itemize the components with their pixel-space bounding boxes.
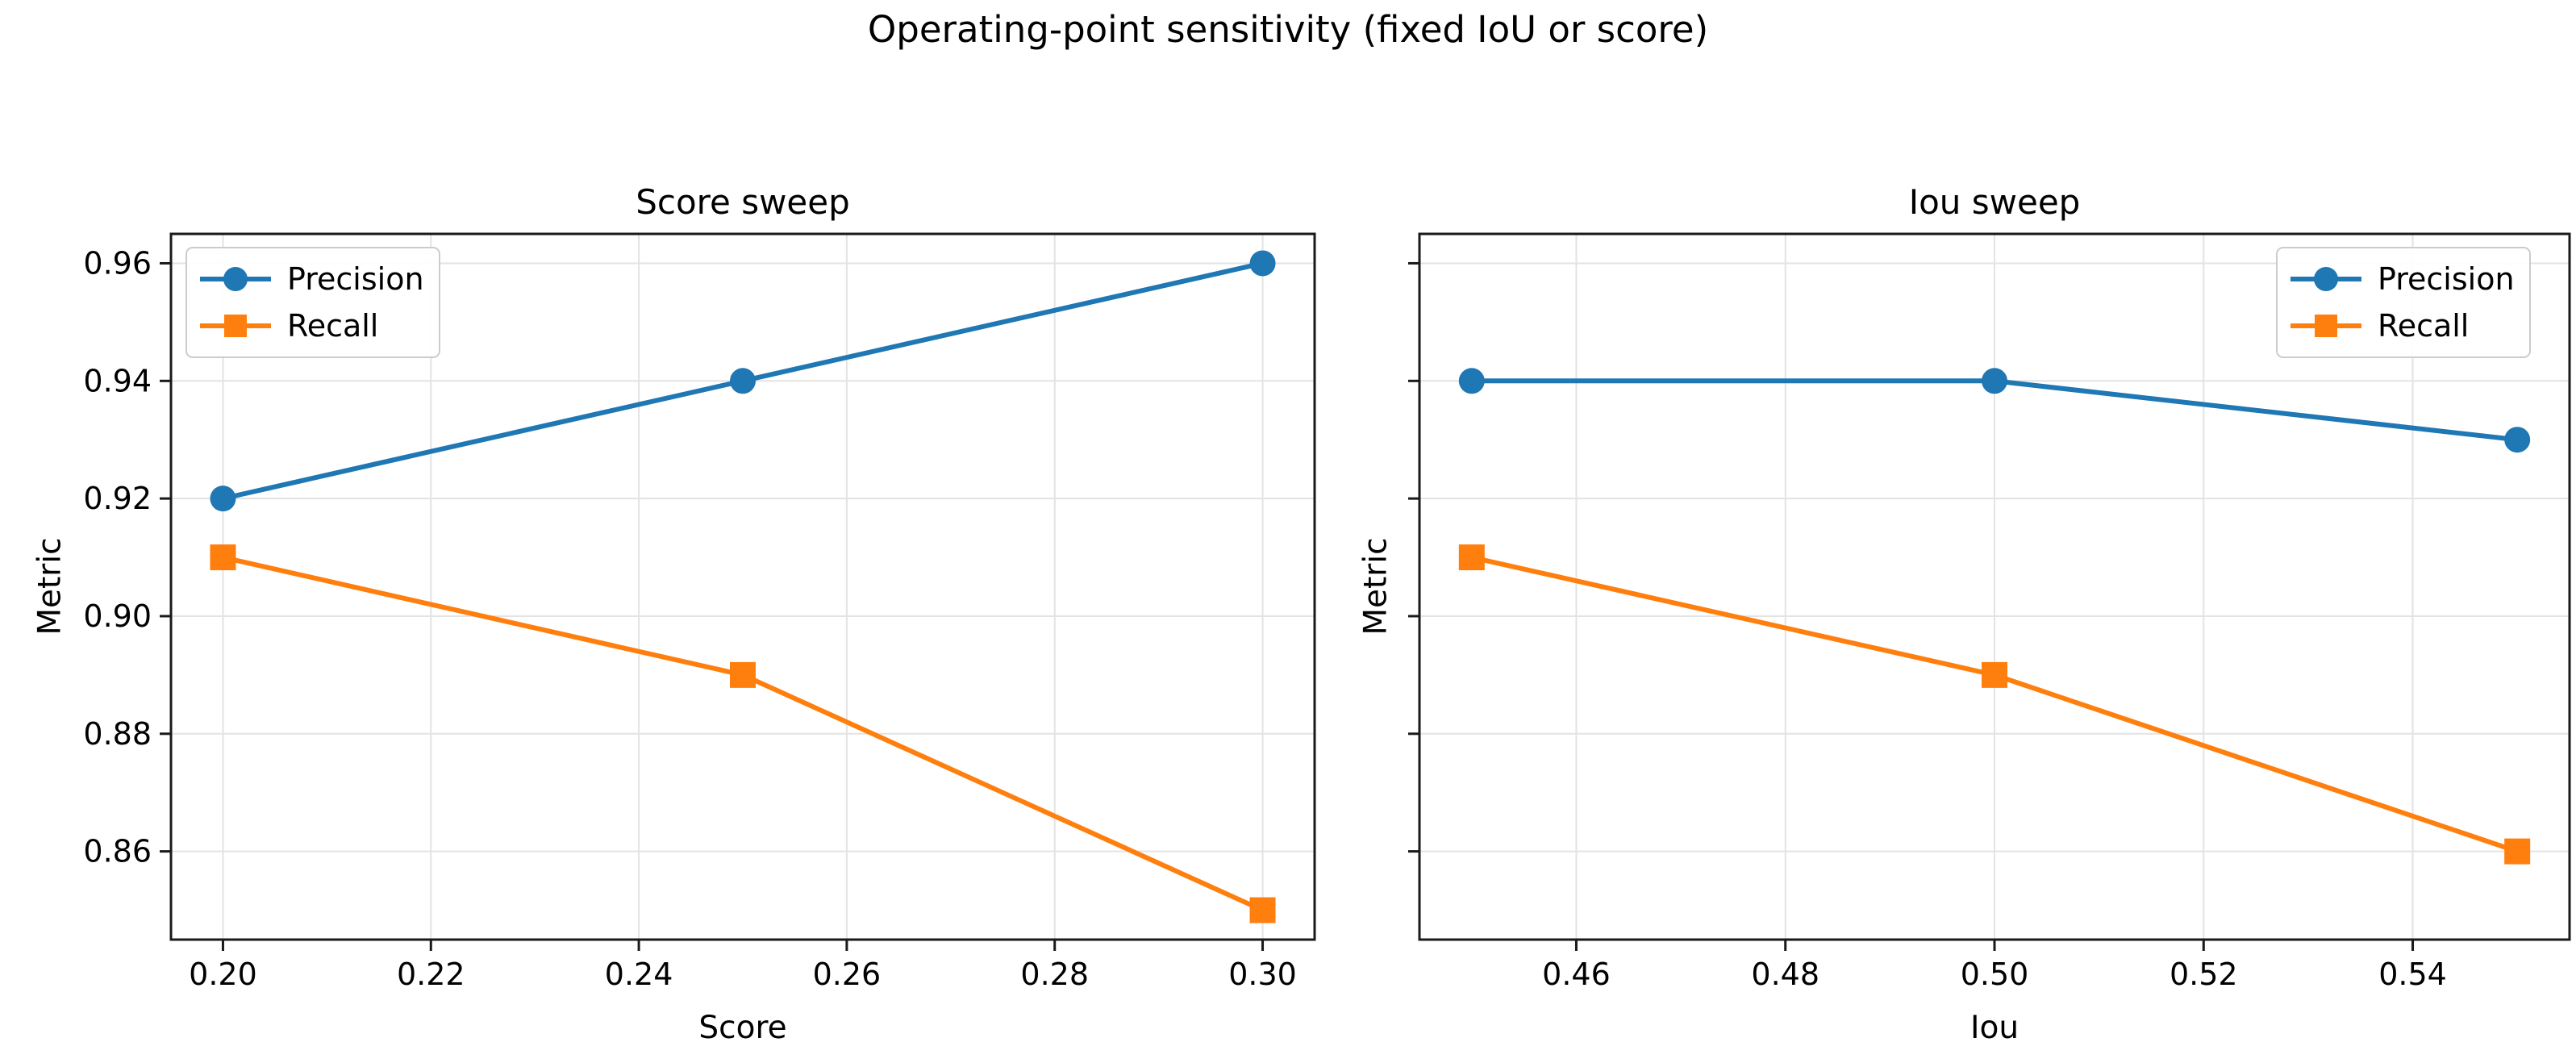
y-tick-label: 0.96 <box>83 245 152 281</box>
x-tick-label: 0.30 <box>1228 957 1297 992</box>
x-tick-label: 0.48 <box>1751 957 1819 992</box>
recall-marker <box>1249 897 1276 923</box>
legend-sample-recall <box>200 315 271 337</box>
x-tick-label: 0.54 <box>2378 957 2447 992</box>
legend-label: Recall <box>2378 308 2470 344</box>
recall-marker <box>2504 838 2531 865</box>
recall-marker <box>1458 544 1485 571</box>
axes-frame <box>1418 232 2571 941</box>
legend-sample-precision <box>2290 267 2361 291</box>
y-tick-label: 0.88 <box>83 716 152 752</box>
legend-circle-marker-icon <box>2314 267 2338 291</box>
legend-sample-precision <box>200 267 271 291</box>
legend-circle-marker-icon <box>223 267 248 291</box>
subplot-title-score-sweep: Score sweep <box>636 182 850 222</box>
figure-title: Operating-point sensitivity (fixed IoU o… <box>867 8 1709 51</box>
y-tick-label: 0.94 <box>83 363 152 398</box>
precision-marker <box>2504 427 2531 453</box>
legend-entry-precision: Precision <box>2287 256 2515 302</box>
x-tick-label: 0.20 <box>189 957 257 992</box>
precision-marker <box>1249 250 1276 277</box>
subplot-title-iou-sweep: Iou sweep <box>1908 182 2081 222</box>
iou-xlabel: Iou <box>1970 1010 2020 1046</box>
precision-marker <box>730 368 756 394</box>
precision-marker <box>1982 368 2007 394</box>
x-tick-label: 0.50 <box>1961 957 2029 992</box>
legend-sample-recall <box>2290 315 2361 337</box>
x-tick-label: 0.28 <box>1020 957 1089 992</box>
x-tick-label: 0.22 <box>397 957 465 992</box>
y-tick-label: 0.92 <box>83 481 152 516</box>
recall-marker <box>210 544 236 571</box>
precision-marker <box>1458 368 1485 394</box>
x-tick-label: 0.46 <box>1542 957 1611 992</box>
x-tick-label: 0.24 <box>605 957 673 992</box>
legend-label: Precision <box>287 261 424 297</box>
legend-square-marker-icon <box>2315 315 2337 337</box>
metric-ylabel-left: Metric <box>31 537 69 636</box>
legend-iou-sweep: Precision Recall <box>2276 247 2531 358</box>
legend-entry-recall: Recall <box>197 303 424 348</box>
x-tick-label: 0.52 <box>2170 957 2238 992</box>
precision-marker <box>210 486 236 512</box>
axes-frame <box>169 232 1316 941</box>
legend-entry-precision: Precision <box>197 256 424 302</box>
x-tick-label: 0.26 <box>813 957 882 992</box>
recall-marker <box>730 661 756 688</box>
recall-marker <box>1982 661 2007 688</box>
legend-square-marker-icon <box>224 315 247 337</box>
score-xlabel: Score <box>698 1010 787 1046</box>
y-tick-label: 0.90 <box>83 598 152 634</box>
legend-entry-recall: Recall <box>2287 303 2515 348</box>
legend-score-sweep: Precision Recall <box>185 247 440 358</box>
legend-label: Recall <box>287 308 379 344</box>
metric-ylabel-right: Metric <box>1357 537 1394 636</box>
legend-label: Precision <box>2378 261 2515 297</box>
y-tick-label: 0.86 <box>83 834 152 869</box>
